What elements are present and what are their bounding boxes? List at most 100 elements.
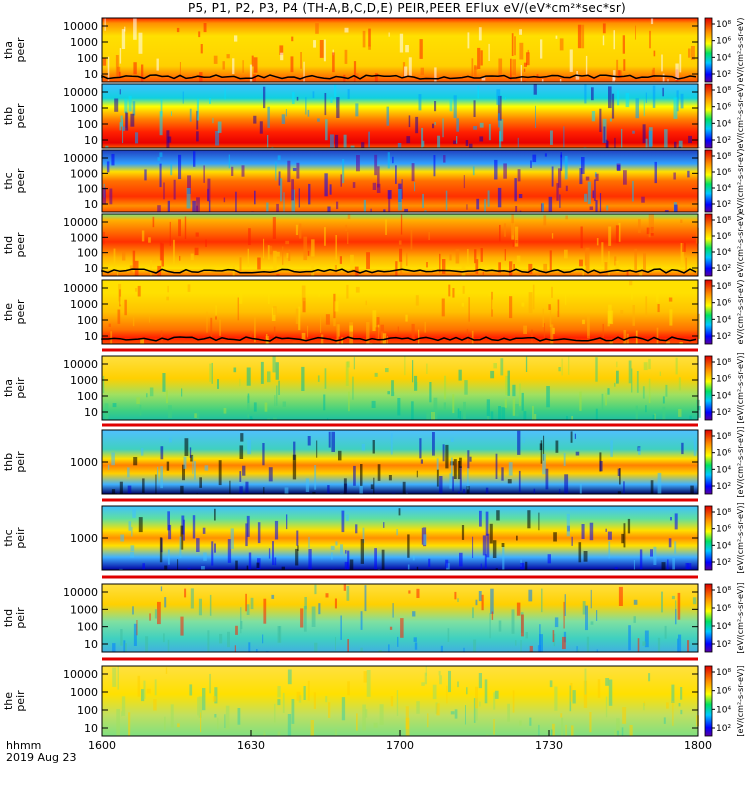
- texture-streak: [251, 55, 254, 67]
- texture-streak: [219, 633, 223, 644]
- texture-streak: [432, 432, 435, 456]
- texture-streak: [193, 151, 196, 167]
- texture-streak: [522, 80, 526, 82]
- texture-streak: [412, 360, 414, 383]
- texture-streak: [344, 27, 349, 33]
- texture-streak: [428, 232, 430, 240]
- texture-streak: [549, 306, 552, 327]
- colorbar-tick-label: 10⁶: [716, 375, 731, 385]
- texture-streak: [141, 230, 145, 242]
- texture-streak: [295, 224, 299, 235]
- texture-streak: [167, 549, 170, 565]
- colorbar-tick-label: 10⁶: [716, 604, 731, 614]
- texture-streak: [353, 61, 357, 82]
- texture-streak: [671, 595, 675, 600]
- texture-streak: [212, 696, 217, 702]
- texture-streak: [159, 537, 163, 563]
- texture-streak: [396, 690, 399, 716]
- colorbar-tick-label: 10⁴: [716, 119, 731, 129]
- texture-streak: [521, 614, 524, 637]
- texture-streak: [554, 617, 559, 628]
- texture-streak: [386, 106, 389, 126]
- texture-streak: [333, 318, 336, 327]
- colorbar-tick-label: 10⁴: [716, 391, 731, 401]
- texture-streak: [406, 492, 408, 494]
- texture-streak: [285, 240, 290, 245]
- texture-streak: [540, 39, 543, 59]
- texture-streak: [585, 605, 588, 631]
- texture-streak: [112, 667, 117, 687]
- texture-streak: [397, 143, 402, 148]
- texture-streak: [121, 711, 123, 717]
- panel-label: thepeir: [2, 690, 27, 712]
- texture-streak: [657, 472, 662, 494]
- y-tick-label: 10000: [63, 216, 98, 229]
- texture-streak: [372, 310, 377, 331]
- texture-streak: [633, 599, 638, 605]
- texture-streak: [130, 551, 135, 558]
- texture-streak: [482, 535, 486, 556]
- texture-streak: [488, 43, 490, 61]
- colorbar-tick-label: 10²: [716, 482, 731, 492]
- texture-streak: [484, 554, 487, 569]
- texture-streak: [287, 160, 291, 183]
- texture-streak: [617, 491, 622, 494]
- texture-streak: [283, 192, 285, 212]
- texture-streak: [119, 296, 122, 305]
- texture-streak: [362, 704, 366, 731]
- texture-streak: [419, 39, 423, 59]
- colorbar: [704, 17, 713, 83]
- chart-title: P5, P1, P2, P3, P4 (TH-A,B,C,D,E) PEIR,P…: [187, 1, 627, 15]
- texture-streak: [561, 358, 563, 376]
- texture-streak: [119, 481, 123, 494]
- colorbar-unit-label: eV/(cm²-s-sr-eV): [736, 280, 745, 345]
- panel-thd-peer: 10000 1000 100 10 thdpeer 10² 10⁴ 10⁶ 10⁸ eV/(cm²…: [2, 213, 745, 278]
- texture-streak: [587, 181, 591, 205]
- texture-streak: [180, 525, 184, 550]
- texture-streak: [512, 242, 514, 247]
- texture-streak: [406, 136, 411, 144]
- texture-streak: [183, 342, 187, 344]
- texture-streak: [632, 130, 635, 134]
- y-tick-label: 10000: [63, 282, 98, 295]
- texture-streak: [639, 272, 643, 276]
- texture-streak: [267, 371, 271, 383]
- texture-streak: [163, 633, 165, 643]
- texture-streak: [564, 594, 566, 616]
- texture-streak: [589, 522, 594, 541]
- texture-streak: [516, 255, 521, 263]
- texture-streak: [482, 271, 484, 275]
- texture-streak: [182, 464, 185, 481]
- texture-streak: [116, 709, 120, 736]
- texture-streak: [599, 461, 603, 472]
- texture-streak: [260, 361, 264, 384]
- colorbar-tick-label: 10⁶: [716, 103, 731, 113]
- texture-streak: [249, 64, 253, 82]
- texture-streak: [641, 196, 645, 203]
- colorbar-unit-label: [eV/(cm²-s-sr-eV)]: [736, 502, 745, 573]
- texture-streak: [599, 108, 602, 132]
- texture-streak: [259, 121, 263, 134]
- texture-streak: [539, 624, 541, 646]
- texture-streak: [490, 411, 494, 420]
- texture-streak: [241, 165, 245, 177]
- texture-streak: [333, 293, 336, 319]
- texture-streak: [208, 200, 211, 212]
- texture-streak: [302, 297, 306, 313]
- texture-streak: [674, 513, 678, 530]
- colorbar-tick-label: 10⁸: [716, 216, 731, 226]
- texture-streak: [407, 564, 410, 570]
- texture-streak: [171, 111, 172, 116]
- texture-streak: [468, 297, 470, 322]
- y-tick-label: 100: [77, 704, 98, 717]
- texture-streak: [397, 326, 399, 335]
- texture-streak: [343, 478, 347, 494]
- texture-streak: [320, 334, 324, 344]
- texture-streak: [478, 673, 482, 689]
- texture-streak: [393, 391, 395, 396]
- spectrogram-fill: [102, 584, 698, 652]
- texture-streak: [361, 142, 365, 148]
- texture-streak: [507, 479, 512, 484]
- texture-streak: [605, 393, 607, 406]
- texture-streak: [338, 450, 342, 461]
